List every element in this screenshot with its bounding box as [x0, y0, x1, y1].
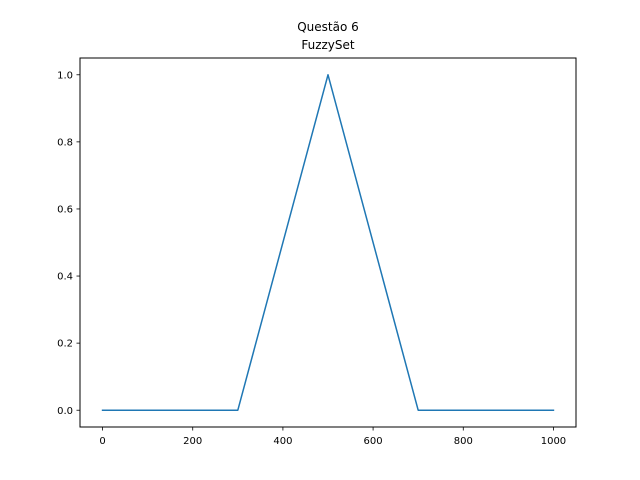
x-tick-label: 200 [183, 436, 202, 447]
y-axis: 0.0 0.2 0.4 0.6 0.8 1.0 [57, 70, 80, 417]
x-tick-label: 400 [273, 436, 292, 447]
y-tick-label: 0.6 [57, 205, 73, 216]
plot-area: 0 200 400 600 800 1000 0.0 0.2 0.4 0.6 0.8 1.0 [57, 57, 577, 447]
y-tick-label: 1.0 [57, 70, 73, 81]
x-tick-label: 800 [454, 436, 473, 447]
y-tick-label: 0.4 [57, 272, 73, 283]
series-line [101, 74, 555, 411]
x-axis: 0 200 400 600 800 1000 [99, 427, 566, 447]
x-tick-label: 1000 [541, 436, 566, 447]
x-tick-label: 600 [364, 436, 383, 447]
series-layer [101, 74, 555, 411]
chart-subtitle: FuzzySet [301, 38, 355, 52]
y-tick-label: 0.2 [57, 339, 73, 350]
x-tick-label: 0 [99, 436, 105, 447]
y-tick-label: 0.0 [57, 406, 73, 417]
chart-title: Questão 6 [297, 20, 359, 34]
axes-frame [79, 57, 577, 428]
y-tick-label: 0.8 [57, 137, 73, 148]
